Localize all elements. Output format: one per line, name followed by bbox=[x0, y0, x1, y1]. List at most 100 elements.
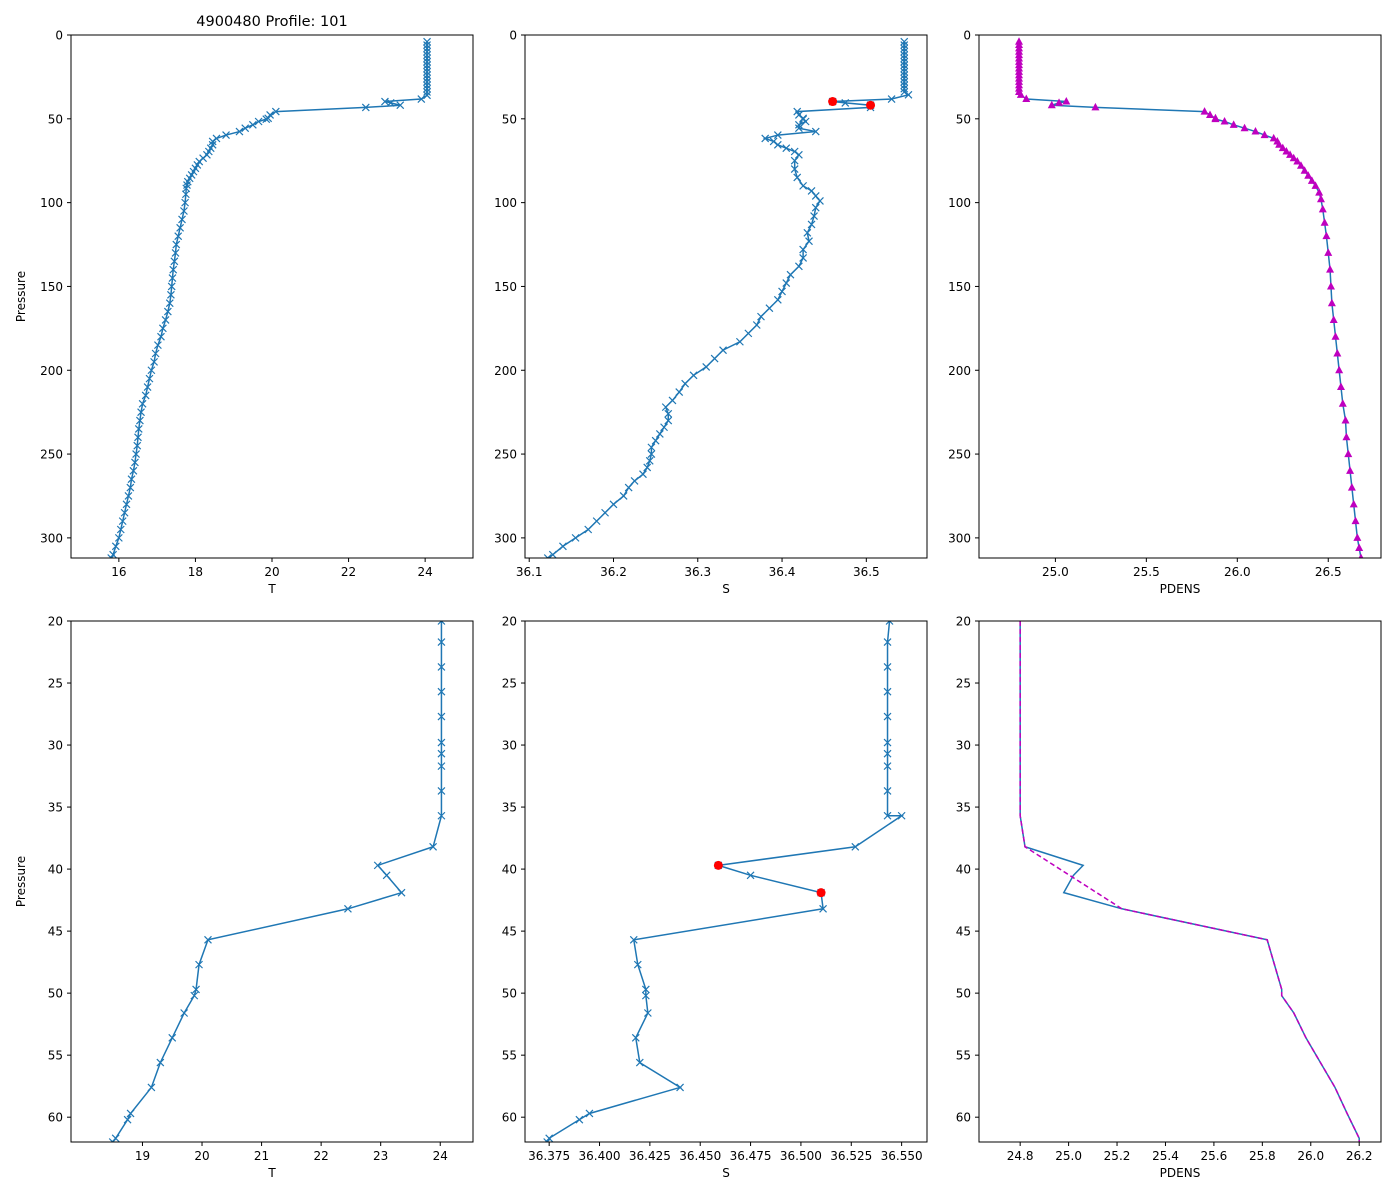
axes-frame bbox=[978, 34, 1382, 559]
y-tick-label: 25 bbox=[956, 677, 971, 691]
data-point bbox=[641, 985, 650, 994]
data-point bbox=[900, 47, 909, 56]
data-point bbox=[437, 811, 446, 820]
x-tick-label: 36.400 bbox=[579, 1149, 621, 1163]
data-point bbox=[172, 240, 181, 249]
y-tick-label: 0 bbox=[509, 29, 517, 43]
data-point bbox=[883, 738, 892, 747]
data-point bbox=[1300, 166, 1309, 174]
data-point bbox=[138, 399, 147, 408]
axes-frame bbox=[524, 34, 928, 559]
flagged-point bbox=[713, 860, 723, 870]
data-point bbox=[423, 51, 431, 60]
x-tick-label: 36.3 bbox=[684, 565, 711, 579]
y-tick-label: 250 bbox=[948, 448, 971, 462]
data-point bbox=[423, 54, 431, 63]
data-point bbox=[123, 1115, 132, 1124]
y-tick-label: 55 bbox=[956, 1049, 971, 1063]
y-tick-label: 30 bbox=[956, 739, 971, 753]
data-point bbox=[161, 316, 170, 324]
data-point bbox=[543, 1138, 552, 1142]
x-tick-label: 23 bbox=[373, 1149, 388, 1163]
x-tick-label: 36.5 bbox=[853, 565, 880, 579]
x-tick-label: 26.5 bbox=[1315, 565, 1342, 579]
data-point bbox=[437, 687, 446, 696]
data-point bbox=[157, 332, 165, 341]
data-point bbox=[126, 483, 135, 492]
data-point bbox=[195, 960, 203, 969]
data-point bbox=[437, 762, 446, 771]
data-point bbox=[811, 127, 820, 136]
data-point bbox=[794, 150, 803, 159]
y-tick-label: 60 bbox=[956, 1111, 971, 1125]
data-point bbox=[782, 279, 791, 288]
x-tick-label: 25.0 bbox=[1042, 565, 1069, 579]
data-point bbox=[361, 103, 370, 112]
data-point bbox=[1320, 218, 1329, 226]
data-point bbox=[386, 98, 395, 107]
data-point bbox=[803, 228, 812, 237]
series-line bbox=[1018, 41, 1362, 558]
y-tick-label: 55 bbox=[502, 1049, 517, 1063]
y-axis-label: Pressure bbox=[14, 271, 28, 322]
plot-area bbox=[107, 37, 431, 558]
x-axis-label: PDENS bbox=[1160, 1166, 1201, 1180]
data-point bbox=[1338, 399, 1347, 407]
data-point bbox=[1349, 499, 1358, 508]
data-point bbox=[382, 871, 391, 880]
data-point bbox=[629, 935, 638, 944]
x-tick-label: 20 bbox=[194, 1149, 209, 1163]
data-point bbox=[592, 517, 601, 526]
y-tick-label: 100 bbox=[40, 196, 63, 210]
data-point bbox=[624, 483, 633, 492]
plot-area bbox=[108, 621, 446, 1142]
data-point bbox=[1329, 315, 1338, 323]
data-point bbox=[584, 525, 593, 534]
data-point bbox=[437, 621, 446, 625]
x-tick-label: 22 bbox=[313, 1149, 328, 1163]
chart-bottom-salinity: 36.375 36.400 36.425 36.450 36.475 36.500 36.5… bbox=[502, 615, 928, 1180]
data-point bbox=[131, 458, 139, 467]
data-point bbox=[147, 366, 156, 375]
data-point bbox=[689, 371, 698, 380]
data-point bbox=[1047, 100, 1056, 109]
data-point bbox=[168, 274, 177, 282]
x-tick-label: 24 bbox=[433, 1149, 448, 1163]
data-point bbox=[641, 991, 650, 1000]
axes-frame bbox=[70, 620, 474, 1143]
data-point bbox=[900, 74, 909, 83]
data-point bbox=[1062, 97, 1071, 105]
y-tick-label: 30 bbox=[48, 739, 63, 753]
data-point bbox=[1355, 543, 1364, 551]
y-axis-label: Pressure bbox=[14, 856, 28, 907]
data-point bbox=[794, 124, 803, 133]
data-point bbox=[710, 354, 719, 363]
data-point bbox=[805, 237, 813, 246]
data-point bbox=[208, 137, 217, 146]
data-point bbox=[676, 1083, 685, 1092]
chart-panels: 16 18 20 22 24050100150200250300TPressure36.… bbox=[14, 29, 1382, 1180]
data-point bbox=[702, 362, 711, 371]
series-line bbox=[546, 621, 905, 1142]
y-tick-label: 50 bbox=[502, 987, 517, 1001]
data-point bbox=[1347, 483, 1356, 491]
data-point bbox=[1318, 204, 1327, 213]
data-point bbox=[423, 64, 431, 73]
data-point bbox=[782, 144, 791, 153]
data-point bbox=[816, 197, 824, 205]
data-point bbox=[765, 304, 774, 313]
x-tick-label: 25.4 bbox=[1152, 1149, 1179, 1163]
series-line-dashed bbox=[1019, 621, 1360, 1142]
data-point bbox=[423, 44, 431, 53]
y-tick-label: 20 bbox=[956, 615, 971, 629]
data-point bbox=[151, 349, 160, 358]
data-point bbox=[171, 248, 180, 257]
data-point bbox=[1286, 150, 1295, 158]
data-point bbox=[900, 78, 909, 86]
x-axis-label: S bbox=[722, 582, 730, 596]
data-point bbox=[381, 97, 389, 106]
data-point bbox=[122, 500, 131, 509]
data-point bbox=[746, 871, 755, 880]
data-point bbox=[1296, 161, 1305, 169]
x-tick-label: 26.0 bbox=[1297, 1149, 1324, 1163]
